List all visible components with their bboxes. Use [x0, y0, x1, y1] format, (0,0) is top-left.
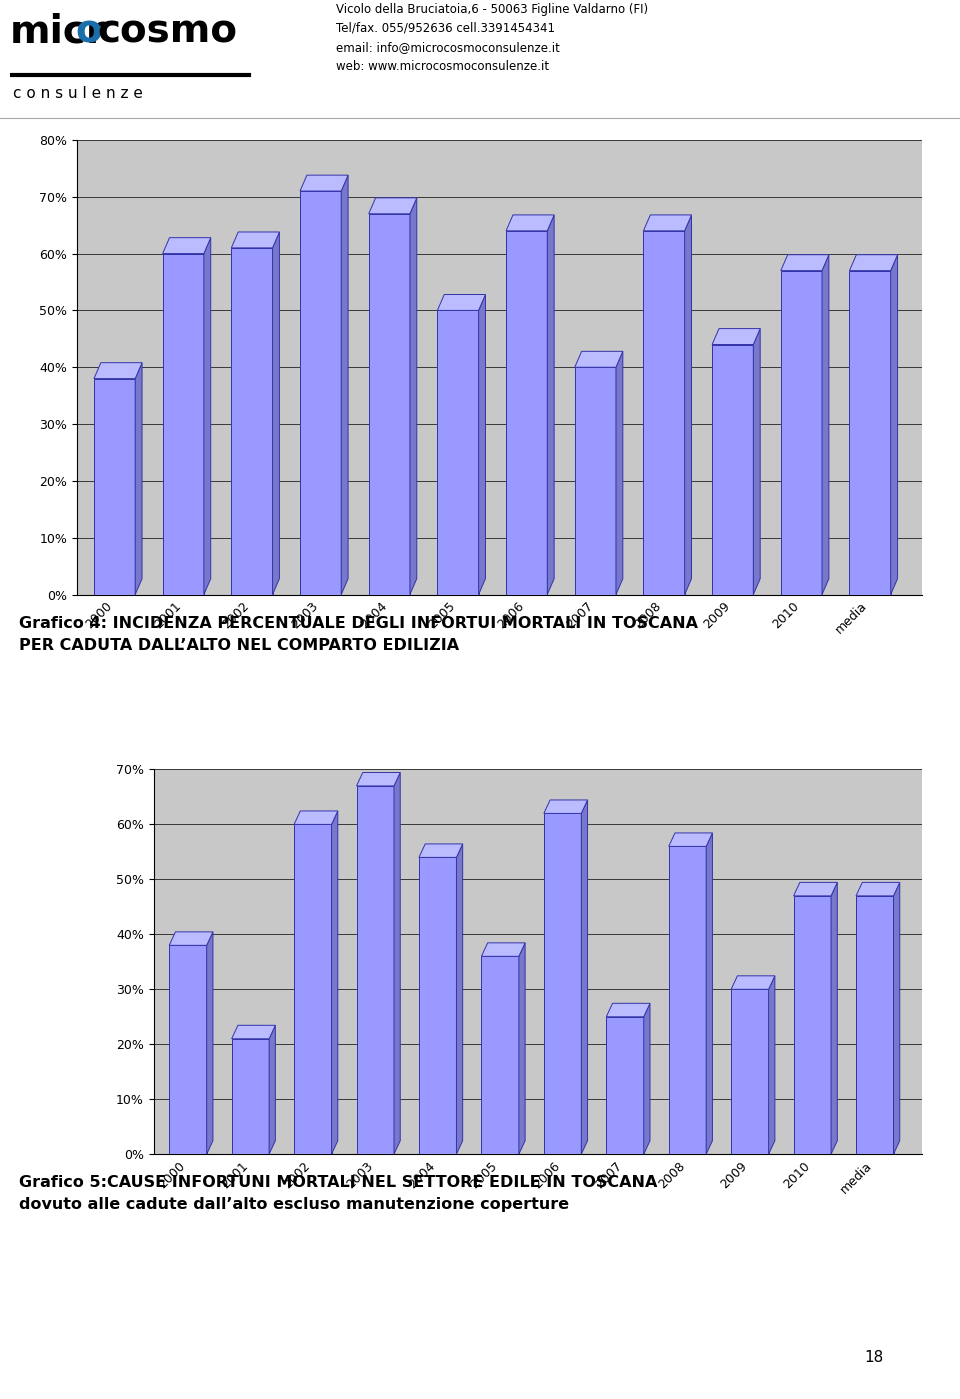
- Bar: [643, 231, 684, 595]
- Bar: [856, 895, 894, 1154]
- Polygon shape: [607, 1003, 650, 1017]
- Polygon shape: [231, 1025, 276, 1038]
- Polygon shape: [643, 215, 691, 231]
- Polygon shape: [547, 215, 554, 595]
- Bar: [438, 311, 479, 595]
- Polygon shape: [894, 883, 900, 1154]
- Polygon shape: [269, 1025, 276, 1154]
- Polygon shape: [479, 295, 486, 595]
- Polygon shape: [544, 800, 588, 813]
- Polygon shape: [644, 1003, 650, 1154]
- Bar: [300, 192, 341, 595]
- Polygon shape: [669, 832, 712, 846]
- Bar: [669, 846, 707, 1154]
- Polygon shape: [518, 943, 525, 1154]
- Bar: [356, 786, 394, 1154]
- Polygon shape: [769, 977, 775, 1154]
- Text: Grafico 4: INCIDENZA PERCENTUALE DEGLI INFORTUI MORTALI IN TOSCANA
PER CADUTA DA: Grafico 4: INCIDENZA PERCENTUALE DEGLI I…: [19, 616, 698, 653]
- Text: c o n s u l e n z e: c o n s u l e n z e: [12, 85, 142, 101]
- Bar: [294, 824, 331, 1154]
- Bar: [780, 270, 822, 595]
- Polygon shape: [410, 197, 417, 595]
- Bar: [575, 367, 616, 595]
- Polygon shape: [822, 255, 828, 595]
- Polygon shape: [341, 175, 348, 595]
- Text: o: o: [76, 13, 103, 50]
- Bar: [169, 946, 206, 1154]
- Polygon shape: [300, 175, 348, 192]
- Polygon shape: [707, 832, 712, 1154]
- Polygon shape: [616, 351, 623, 595]
- Text: Vicolo della Bruciatoia,6 - 50063 Figline Valdarno (FI)
Tel/fax. 055/952636 cell: Vicolo della Bruciatoia,6 - 50063 Figlin…: [336, 3, 648, 73]
- Polygon shape: [712, 329, 760, 344]
- Bar: [94, 379, 135, 595]
- Polygon shape: [135, 362, 142, 595]
- Polygon shape: [850, 255, 898, 270]
- Polygon shape: [582, 800, 588, 1154]
- Bar: [481, 957, 518, 1154]
- Polygon shape: [780, 255, 828, 270]
- Bar: [607, 1017, 644, 1154]
- Bar: [419, 858, 456, 1154]
- Bar: [506, 231, 547, 595]
- Polygon shape: [732, 977, 775, 989]
- Text: micr: micr: [10, 13, 106, 50]
- Polygon shape: [419, 844, 463, 858]
- Polygon shape: [891, 255, 898, 595]
- Polygon shape: [575, 351, 623, 367]
- Polygon shape: [506, 215, 554, 231]
- Polygon shape: [684, 215, 691, 595]
- Polygon shape: [794, 883, 837, 895]
- Polygon shape: [204, 238, 211, 595]
- Bar: [544, 813, 582, 1154]
- Polygon shape: [356, 772, 400, 786]
- Text: Grafico 5:CAUSE INFORTUNI MORTALI NEL SETTORE EDILE IN TOSCANA
dovuto alle cadut: Grafico 5:CAUSE INFORTUNI MORTALI NEL SE…: [19, 1175, 658, 1213]
- Polygon shape: [294, 811, 338, 824]
- Polygon shape: [331, 811, 338, 1154]
- Polygon shape: [831, 883, 837, 1154]
- Polygon shape: [162, 238, 211, 253]
- Polygon shape: [856, 883, 900, 895]
- Polygon shape: [369, 197, 417, 214]
- Polygon shape: [273, 232, 279, 595]
- Polygon shape: [231, 232, 279, 248]
- Polygon shape: [206, 932, 213, 1154]
- Bar: [794, 895, 831, 1154]
- Bar: [162, 253, 204, 595]
- Polygon shape: [394, 772, 400, 1154]
- Bar: [850, 270, 891, 595]
- Bar: [231, 1038, 269, 1154]
- Bar: [231, 248, 273, 595]
- Polygon shape: [169, 932, 213, 946]
- Text: cosmo: cosmo: [97, 13, 237, 50]
- Polygon shape: [456, 844, 463, 1154]
- Bar: [712, 344, 754, 595]
- Polygon shape: [438, 295, 486, 311]
- Bar: [732, 989, 769, 1154]
- Bar: [369, 214, 410, 595]
- Text: 18: 18: [864, 1350, 883, 1364]
- Polygon shape: [481, 943, 525, 957]
- Polygon shape: [94, 362, 142, 379]
- Polygon shape: [754, 329, 760, 595]
